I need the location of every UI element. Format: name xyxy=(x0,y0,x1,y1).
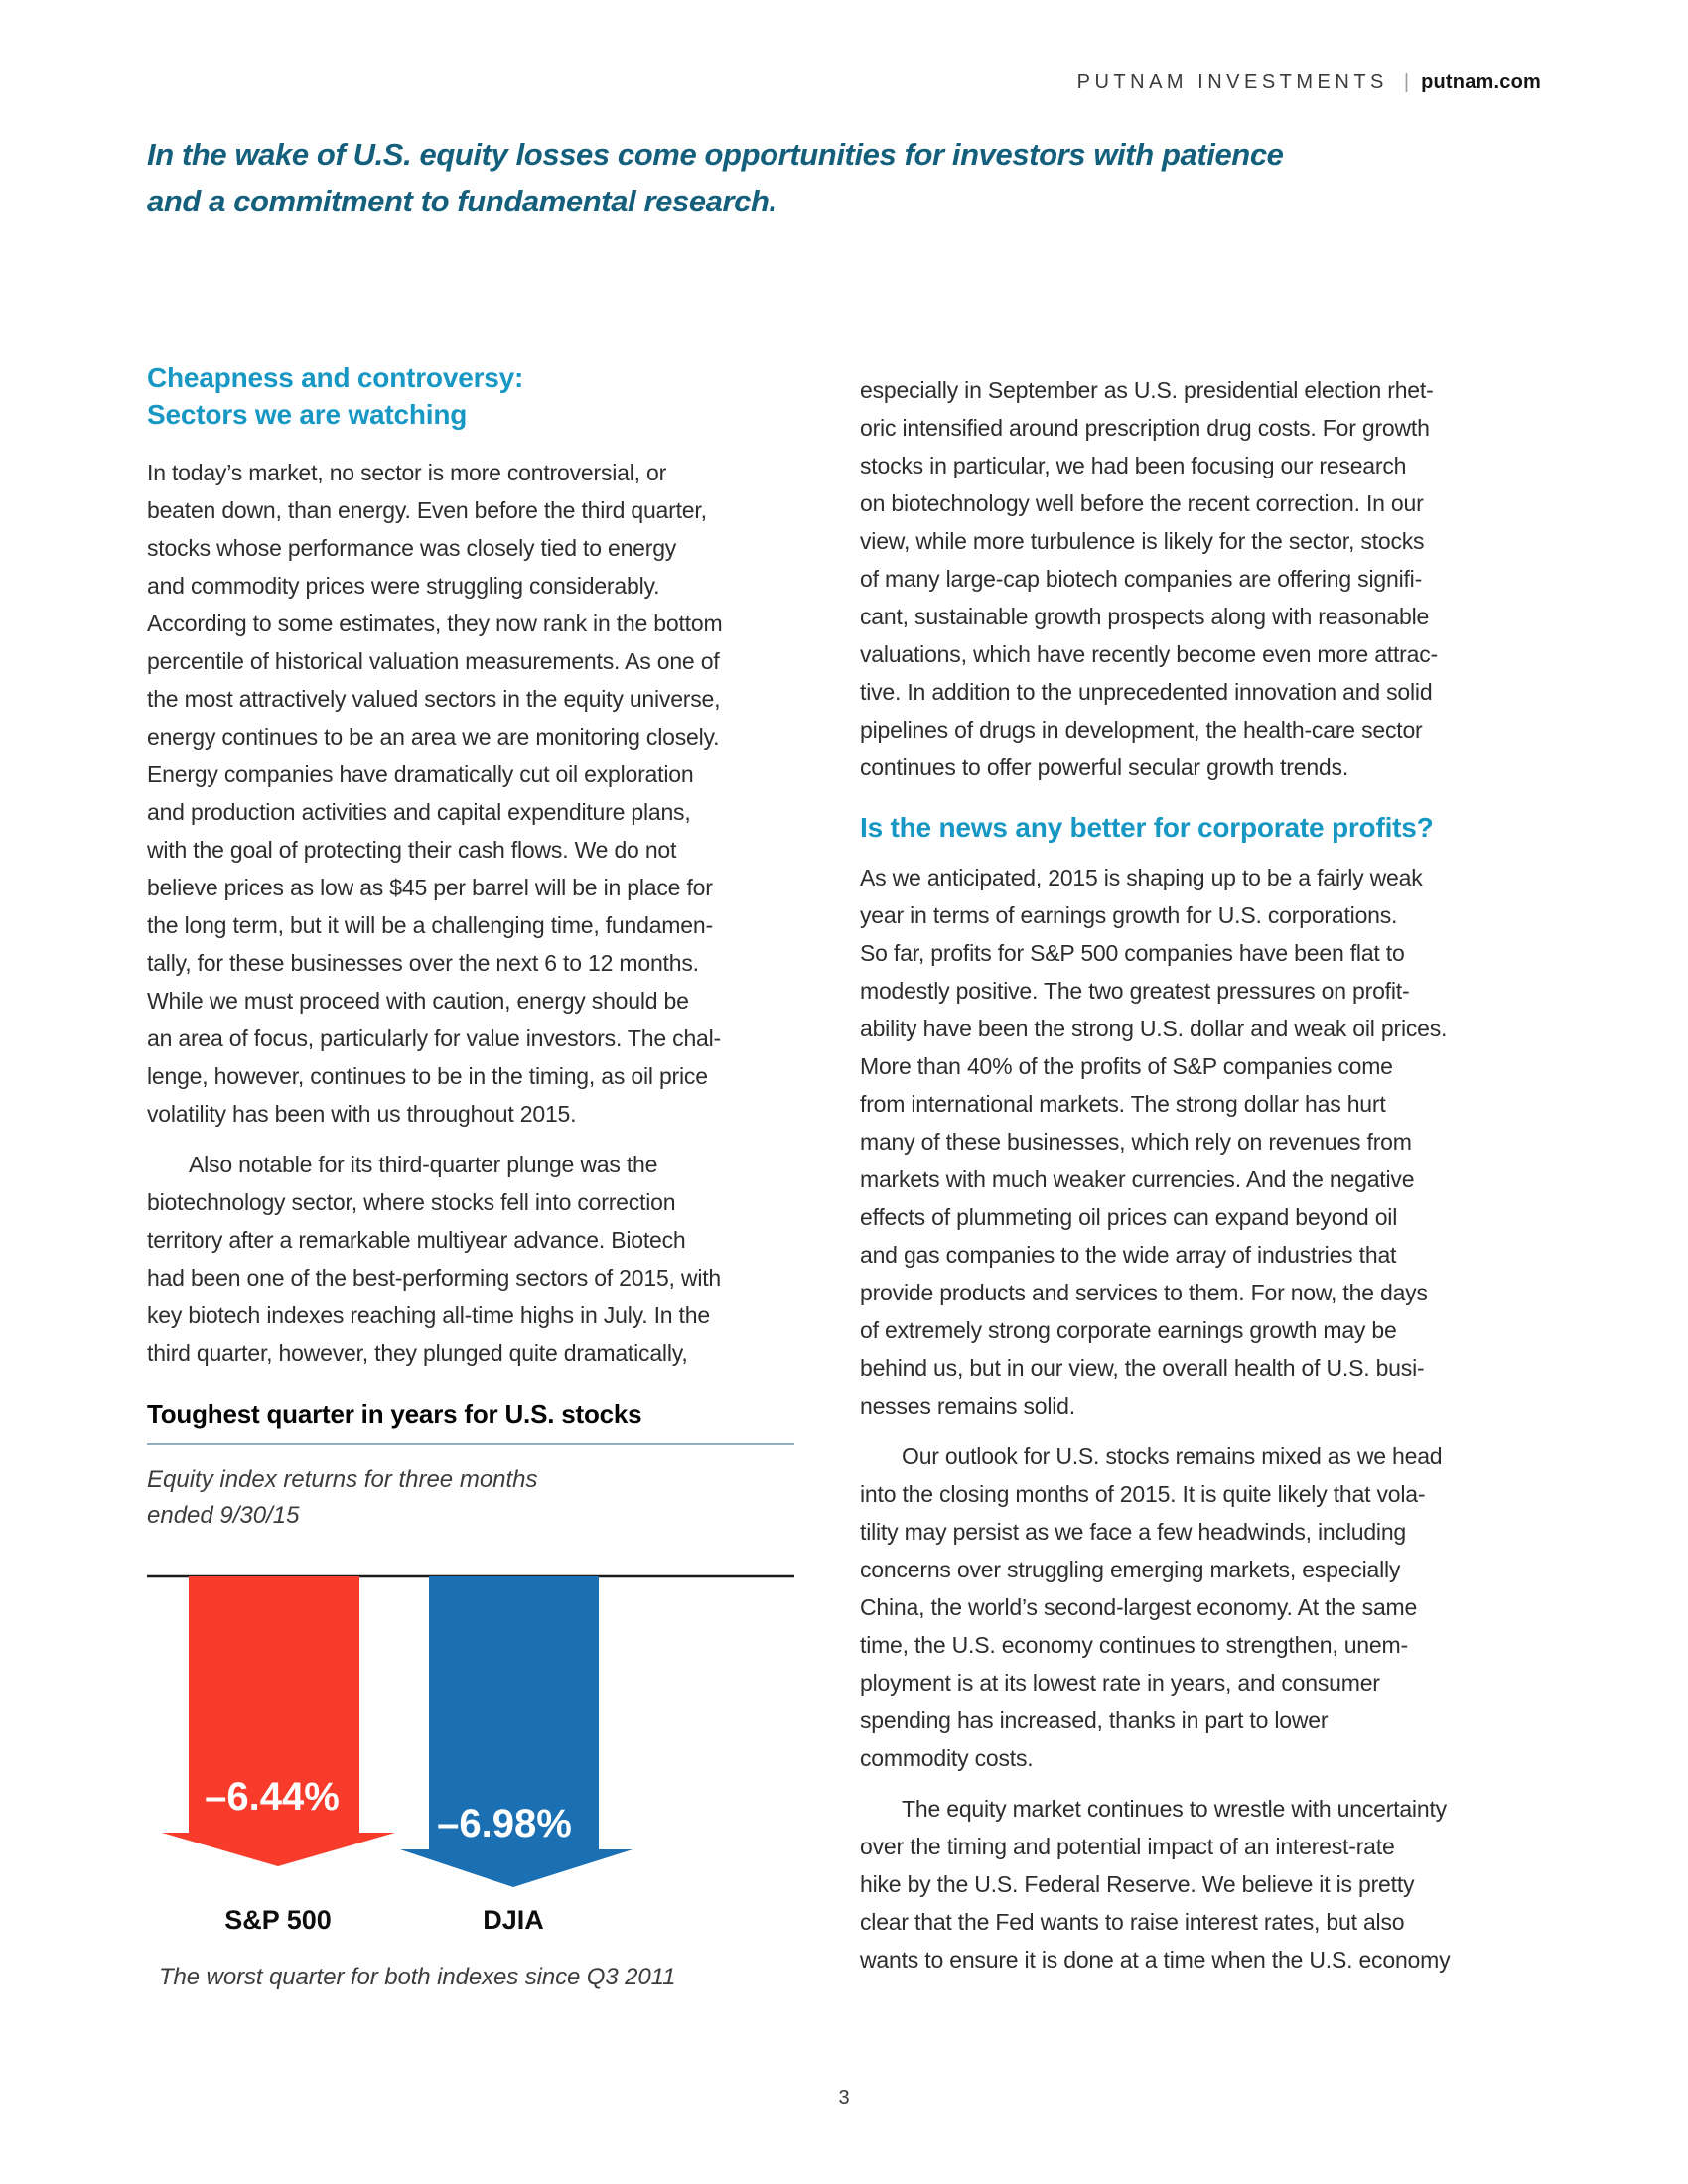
body-paragraph: In today’s market, no sector is more con… xyxy=(147,460,723,1127)
left-column: Cheapness and controversy: Sectors we ar… xyxy=(147,359,794,1991)
arrows-chart: –6.44% –6.98% S&P 500 DJIA xyxy=(147,1574,794,1935)
section-heading-profits: Is the news any better for corporate pro… xyxy=(860,812,1434,843)
chart-caption: The worst quarter for both indexes since… xyxy=(159,1964,676,1990)
djia-value-label: –6.98% xyxy=(437,1802,572,1845)
chart-title: Toughest quarter in years for U.S. stock… xyxy=(147,1399,642,1429)
header-separator: | xyxy=(1403,71,1410,93)
page-headline: In the wake of U.S. equity losses come o… xyxy=(147,137,1284,218)
body-paragraph: As we anticipated, 2015 is shaping up to… xyxy=(860,865,1448,1419)
spx-value-label: –6.44% xyxy=(205,1775,340,1819)
chart-subtitle: Equity index returns for three months en… xyxy=(147,1466,538,1529)
section-heading-sectors: Cheapness and controversy: Sectors we ar… xyxy=(147,362,524,430)
page-header: PUTNAM INVESTMENTS | putnam.com xyxy=(1077,71,1541,94)
chart-section: Toughest quarter in years for U.S. stock… xyxy=(147,1398,794,1991)
chart-title-rule xyxy=(147,1443,794,1445)
spx-arrow xyxy=(162,1576,395,1866)
brand-name: PUTNAM INVESTMENTS xyxy=(1076,71,1388,93)
body-paragraph: especially in September as U.S. presiden… xyxy=(860,377,1438,780)
spx-category-label: S&P 500 xyxy=(224,1905,332,1935)
djia-arrow xyxy=(400,1576,633,1887)
page-number: 3 xyxy=(838,2087,850,2109)
right-column: especially in September as U.S. presiden… xyxy=(860,359,1543,1991)
djia-category-label: DJIA xyxy=(483,1905,544,1935)
body-paragraph: Our outlook for U.S. stocks remains mixe… xyxy=(860,1443,1443,1771)
body-paragraph: The equity market continues to wrestle w… xyxy=(860,1796,1451,1973)
body-paragraph: Also notable for its third-quarter plung… xyxy=(147,1152,722,1366)
site-link[interactable]: putnam.com xyxy=(1421,71,1541,93)
page-footer: 3 xyxy=(0,2087,1688,2110)
